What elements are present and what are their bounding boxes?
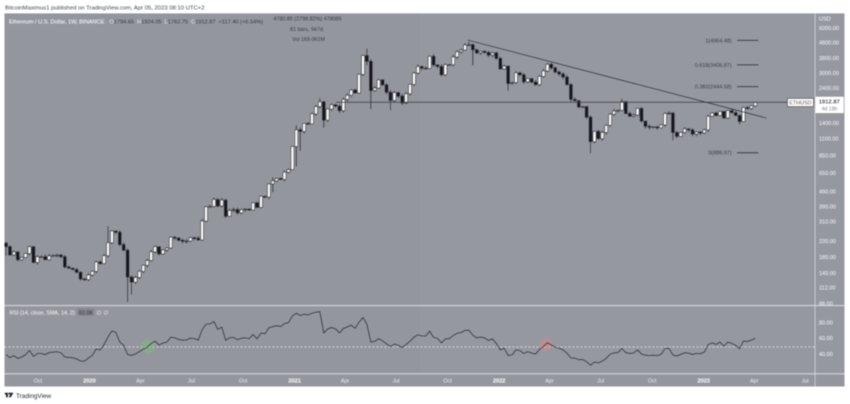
- svg-text:Apr: Apr: [545, 379, 554, 385]
- svg-text:3800.00: 3800.00: [819, 56, 839, 62]
- svg-text:390.00: 390.00: [819, 204, 836, 210]
- svg-text:BitcoinMaximus1 published on T: BitcoinMaximus1 published on TradingView…: [5, 5, 204, 11]
- svg-text:∅: ∅: [104, 310, 109, 317]
- svg-text:2022: 2022: [493, 379, 505, 385]
- svg-text:Apr: Apr: [750, 379, 759, 385]
- svg-text:Oct: Oct: [239, 379, 248, 385]
- svg-text:310.00: 310.00: [819, 219, 836, 225]
- svg-text:2020: 2020: [83, 379, 95, 385]
- svg-text:2400.00: 2400.00: [819, 86, 839, 92]
- svg-text:Vol 169.061M: Vol 169.061M: [292, 37, 325, 43]
- svg-text:81 bars, 567d: 81 bars, 567d: [290, 27, 323, 33]
- svg-text:650.00: 650.00: [819, 171, 836, 177]
- svg-text:Oct: Oct: [443, 379, 452, 385]
- svg-text:62.06: 62.06: [79, 311, 93, 317]
- svg-text:4800.00: 4800.00: [819, 41, 839, 47]
- svg-text:Jul: Jul: [188, 379, 195, 385]
- svg-text:1(4964.48): 1(4964.48): [705, 38, 731, 44]
- svg-text:Apr: Apr: [341, 379, 350, 385]
- svg-text:88.00: 88.00: [819, 301, 833, 307]
- svg-text:4780.85 (2798.82%) 478085: 4780.85 (2798.82%) 478085: [273, 17, 341, 23]
- svg-text:1400.00: 1400.00: [819, 121, 839, 127]
- svg-text:1100.00: 1100.00: [819, 137, 838, 143]
- svg-text:230.00: 230.00: [819, 239, 836, 245]
- svg-text:TradingView: TradingView: [16, 393, 52, 400]
- svg-text:ETHUSD: ETHUSD: [789, 101, 811, 107]
- svg-text:3000.00: 3000.00: [819, 71, 839, 77]
- svg-text:RSI (14, close, SMA, 14, 2): RSI (14, close, SMA, 14, 2): [10, 311, 76, 317]
- svg-text:850.00: 850.00: [819, 154, 836, 160]
- svg-text:1912.87: 1912.87: [819, 100, 841, 106]
- svg-text:0(886.97): 0(886.97): [708, 151, 731, 157]
- svg-text:80.00: 80.00: [819, 321, 833, 327]
- svg-text:112.00: 112.00: [819, 286, 835, 292]
- svg-text:6000.00: 6000.00: [819, 26, 839, 32]
- svg-text:140.00: 140.00: [819, 271, 836, 277]
- svg-text:180.00: 180.00: [819, 255, 836, 261]
- svg-text:490.00: 490.00: [819, 189, 836, 195]
- svg-text:2021: 2021: [288, 379, 300, 385]
- svg-text:USD: USD: [819, 16, 831, 22]
- svg-text:60.00: 60.00: [819, 336, 833, 342]
- svg-text:0.618(3406.87): 0.618(3406.87): [695, 63, 732, 69]
- svg-text:Apr: Apr: [136, 379, 145, 385]
- svg-text:Jul: Jul: [597, 379, 604, 385]
- svg-text:Oct: Oct: [648, 379, 657, 385]
- svg-text:∅: ∅: [97, 310, 102, 317]
- svg-text:4d 18h: 4d 18h: [822, 106, 838, 112]
- svg-text:Jul: Jul: [393, 379, 400, 385]
- svg-text:2023: 2023: [697, 379, 709, 385]
- svg-text:Ethereum / U.S. Dollar, 1W, BI: Ethereum / U.S. Dollar, 1W, BINANCE O1794…: [9, 19, 263, 25]
- svg-text:40.00: 40.00: [819, 352, 833, 358]
- svg-text:0.382(2444.58): 0.382(2444.58): [695, 85, 732, 91]
- svg-text:Oct: Oct: [34, 379, 43, 385]
- svg-text:Jul: Jul: [802, 379, 809, 385]
